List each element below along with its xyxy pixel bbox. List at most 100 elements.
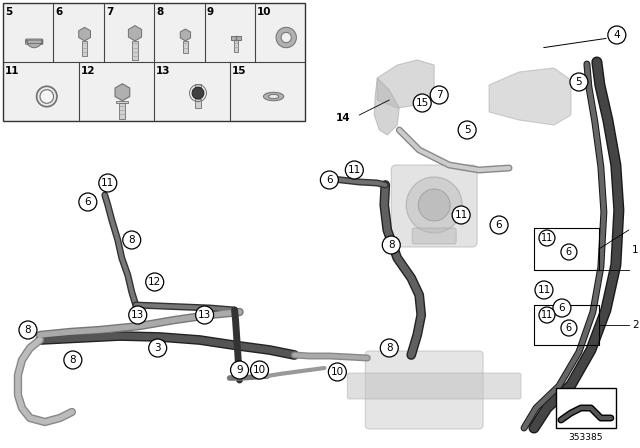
Polygon shape (115, 84, 130, 101)
FancyBboxPatch shape (82, 41, 87, 56)
Text: 11: 11 (348, 165, 361, 175)
Text: 10: 10 (331, 367, 344, 377)
Polygon shape (489, 68, 571, 125)
Text: 6: 6 (496, 220, 502, 230)
FancyBboxPatch shape (391, 165, 477, 247)
Circle shape (452, 206, 470, 224)
Circle shape (608, 26, 626, 44)
Polygon shape (129, 26, 141, 41)
Text: 11: 11 (5, 66, 19, 76)
Circle shape (561, 244, 577, 260)
Circle shape (146, 273, 164, 291)
Circle shape (535, 281, 553, 299)
Text: 5: 5 (464, 125, 470, 135)
Text: 11: 11 (454, 210, 468, 220)
Circle shape (99, 174, 116, 192)
FancyBboxPatch shape (26, 39, 43, 44)
Circle shape (148, 339, 166, 357)
Text: 6: 6 (559, 303, 565, 313)
Text: 12: 12 (81, 66, 95, 76)
Circle shape (406, 177, 462, 233)
Circle shape (553, 299, 571, 317)
FancyBboxPatch shape (183, 41, 188, 53)
FancyBboxPatch shape (365, 351, 483, 429)
Text: 8: 8 (129, 235, 135, 245)
Text: 7: 7 (106, 7, 113, 17)
Polygon shape (378, 60, 434, 108)
Ellipse shape (269, 95, 278, 99)
Text: 9: 9 (236, 365, 243, 375)
FancyBboxPatch shape (412, 228, 456, 244)
Text: 8: 8 (388, 240, 395, 250)
Circle shape (561, 320, 577, 336)
Circle shape (36, 86, 57, 107)
Text: 6: 6 (84, 197, 91, 207)
Circle shape (570, 73, 588, 91)
Circle shape (458, 121, 476, 139)
Text: 13: 13 (156, 66, 171, 76)
Text: 11: 11 (541, 310, 553, 320)
Circle shape (250, 361, 269, 379)
Circle shape (413, 94, 431, 112)
Text: 13: 13 (198, 310, 211, 320)
Circle shape (196, 306, 214, 324)
Text: 4: 4 (614, 30, 620, 40)
Circle shape (380, 339, 398, 357)
Circle shape (539, 230, 555, 246)
FancyBboxPatch shape (195, 84, 200, 90)
Ellipse shape (264, 92, 284, 101)
Text: 3: 3 (154, 343, 161, 353)
Circle shape (418, 189, 450, 221)
FancyBboxPatch shape (230, 36, 241, 40)
Text: 15: 15 (415, 98, 429, 108)
FancyBboxPatch shape (116, 101, 129, 103)
Text: 11: 11 (538, 285, 550, 295)
Circle shape (490, 216, 508, 234)
Text: 15: 15 (232, 66, 246, 76)
Text: 6: 6 (326, 175, 333, 185)
Wedge shape (26, 40, 42, 47)
Polygon shape (79, 27, 90, 41)
Text: 5: 5 (575, 77, 582, 87)
Text: 8: 8 (24, 325, 31, 335)
Text: 7: 7 (436, 90, 442, 100)
FancyBboxPatch shape (3, 3, 305, 121)
Circle shape (40, 90, 54, 103)
FancyBboxPatch shape (556, 388, 616, 428)
Text: 2: 2 (632, 320, 639, 330)
Circle shape (346, 161, 364, 179)
Text: 6: 6 (566, 247, 572, 257)
Circle shape (19, 321, 37, 339)
Circle shape (129, 306, 147, 324)
Circle shape (64, 351, 82, 369)
Text: 12: 12 (148, 277, 161, 287)
Text: 5: 5 (5, 7, 12, 17)
Polygon shape (180, 29, 191, 41)
Circle shape (230, 361, 248, 379)
Circle shape (281, 32, 291, 43)
Text: 353385: 353385 (569, 432, 603, 441)
Circle shape (328, 363, 346, 381)
FancyBboxPatch shape (234, 40, 238, 52)
Circle shape (192, 87, 204, 99)
Circle shape (539, 307, 555, 323)
Circle shape (276, 27, 296, 47)
Text: 10: 10 (257, 7, 271, 17)
Text: 10: 10 (253, 365, 266, 375)
FancyBboxPatch shape (348, 373, 521, 399)
Text: 6: 6 (566, 323, 572, 333)
FancyBboxPatch shape (132, 41, 138, 60)
Text: 9: 9 (207, 7, 214, 17)
FancyBboxPatch shape (195, 99, 200, 108)
Circle shape (321, 171, 339, 189)
Text: 6: 6 (56, 7, 63, 17)
Circle shape (430, 86, 448, 104)
Text: 13: 13 (131, 310, 145, 320)
Circle shape (79, 193, 97, 211)
Polygon shape (374, 78, 399, 135)
Text: 8: 8 (156, 7, 163, 17)
Circle shape (123, 231, 141, 249)
Text: 14: 14 (336, 113, 350, 123)
Circle shape (382, 236, 400, 254)
FancyBboxPatch shape (120, 103, 125, 119)
